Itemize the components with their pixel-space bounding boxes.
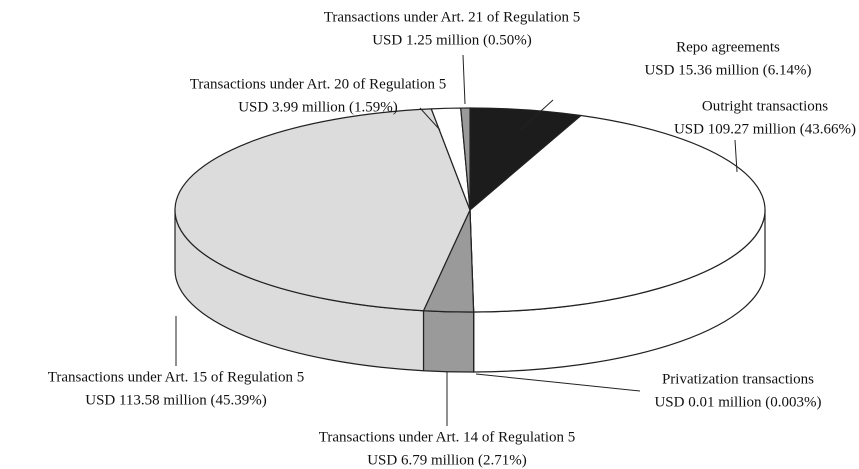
slice-label: Transactions under Art. 14 of Regulation…	[319, 429, 576, 445]
slice-label: Repo agreements	[676, 39, 780, 55]
slice-label: Transactions under Art. 20 of Regulation…	[190, 76, 447, 92]
slice-top	[469, 114, 766, 313]
slice-top	[460, 107, 471, 211]
slice-value-label: USD 3.99 million (1.59%)	[238, 99, 398, 115]
slice-value-label: USD 1.25 million (0.50%)	[372, 32, 532, 48]
slice-label: Outright transactions	[702, 98, 828, 114]
slice-label: Transactions under Art. 21 of Regulation…	[324, 9, 581, 25]
slice-side	[422, 310, 475, 373]
slice-value-label: USD 113.58 million (45.39%)	[85, 392, 267, 408]
slice-value-label: USD 0.01 million (0.003%)	[654, 394, 821, 410]
leader-line	[462, 54, 466, 105]
slice-label: Transactions under Art. 15 of Regulation…	[48, 369, 305, 385]
leader-line	[419, 107, 441, 131]
slice-label: Privatization transactions	[662, 371, 814, 387]
slice-value-label: USD 15.36 million (6.14%)	[644, 62, 811, 78]
leader-line	[519, 99, 554, 131]
slice-value-label: USD 109.27 million (43.66%)	[674, 121, 856, 137]
leader-line	[475, 373, 641, 392]
leader-line	[734, 139, 738, 173]
slice-value-label: USD 6.79 million (2.71%)	[367, 452, 527, 468]
slice-top	[174, 108, 471, 312]
